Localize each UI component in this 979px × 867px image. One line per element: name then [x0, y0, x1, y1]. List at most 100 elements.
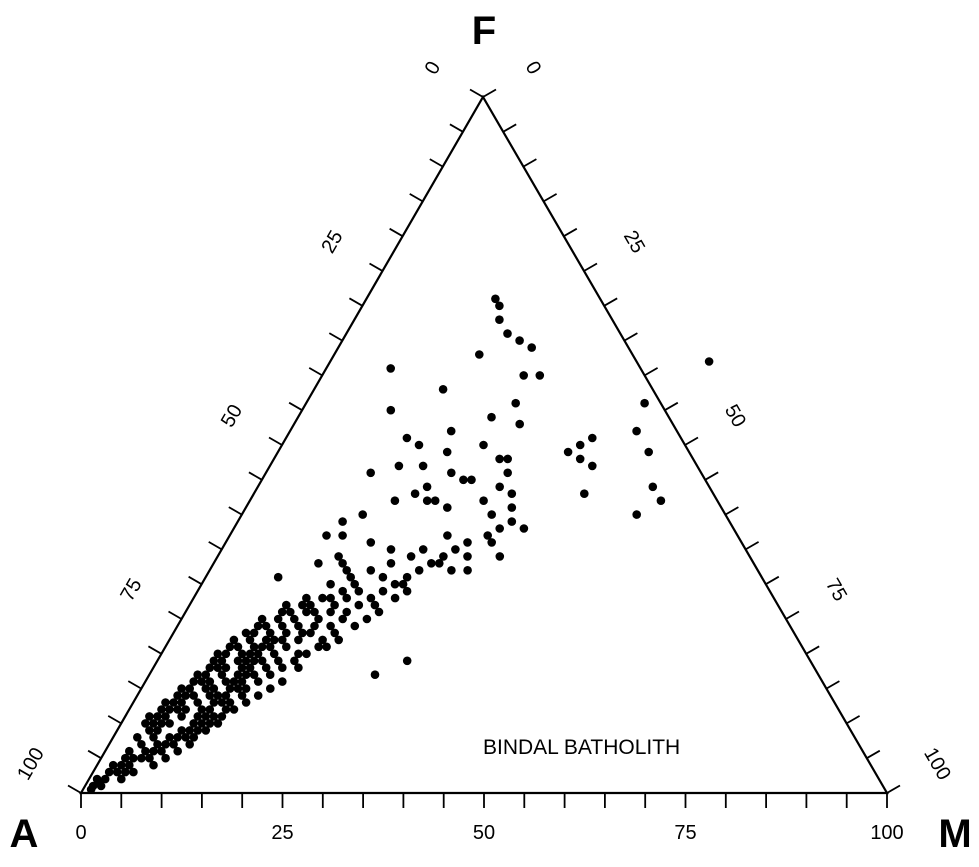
data-point: [173, 733, 182, 742]
data-point: [463, 538, 472, 547]
data-point: [507, 503, 517, 512]
data-point: [290, 614, 299, 624]
data-point: [322, 642, 331, 652]
data-point: [314, 559, 323, 568]
data-point: [318, 635, 327, 645]
data-point: [451, 545, 460, 554]
data-point: [422, 496, 432, 506]
data-point: [181, 733, 190, 742]
data-point: [495, 524, 505, 533]
data-point: [217, 670, 227, 679]
data-point: [108, 760, 118, 770]
data-point: [632, 426, 641, 436]
bottom-axis-tick-label: 50: [473, 822, 495, 844]
data-point: [221, 691, 231, 700]
data-point: [314, 614, 323, 624]
right-axis-tick: [704, 471, 719, 481]
data-point: [435, 559, 444, 568]
data-point: [237, 649, 247, 659]
data-point: [137, 753, 146, 763]
data-point: [169, 698, 178, 707]
data-point: [495, 301, 504, 311]
left-axis-tick: [107, 715, 122, 725]
left-axis-tick: [228, 506, 243, 516]
data-point: [278, 635, 287, 645]
left-axis-tick: [449, 123, 464, 133]
data-point: [580, 489, 589, 499]
data-point: [193, 712, 203, 721]
data-point: [410, 489, 420, 499]
data-point: [374, 607, 384, 617]
data-point: [511, 398, 520, 408]
data-point: [402, 586, 412, 596]
data-point: [487, 538, 497, 547]
right-axis-tick: [745, 541, 760, 551]
data-point: [117, 760, 126, 770]
data-point: [104, 767, 114, 777]
data-point: [173, 746, 182, 756]
data-point: [302, 593, 311, 603]
data-point: [237, 663, 247, 672]
data-point: [225, 698, 235, 707]
data-point: [443, 503, 452, 512]
data-point: [274, 656, 283, 666]
data-point: [149, 719, 158, 728]
left-axis-tick: [429, 158, 444, 168]
data-point: [704, 357, 714, 366]
data-point: [157, 746, 166, 756]
data-point: [145, 726, 154, 735]
data-point: [197, 677, 206, 686]
data-point: [386, 559, 396, 568]
data-point: [141, 719, 150, 728]
data-point: [515, 419, 524, 429]
data-point: [145, 712, 154, 721]
data-point: [185, 740, 194, 749]
data-point: [438, 385, 448, 394]
data-point: [378, 572, 388, 582]
data-point: [185, 684, 194, 693]
right-axis-tick: [482, 88, 497, 98]
data-point: [117, 774, 126, 784]
data-point: [459, 475, 468, 485]
data-point: [402, 433, 412, 443]
data-point: [149, 733, 158, 742]
data-point: [193, 670, 202, 679]
data-point: [338, 559, 347, 568]
data-point: [535, 371, 545, 380]
data-point: [358, 510, 368, 519]
data-point: [149, 760, 158, 770]
right-axis-tick: [543, 193, 558, 203]
data-point: [306, 628, 315, 638]
data-point: [153, 726, 162, 735]
data-point: [414, 440, 424, 450]
data-point: [656, 496, 666, 506]
data-point: [418, 461, 428, 471]
data-point: [261, 663, 271, 672]
data-point: [237, 677, 247, 686]
left-axis-tick: [308, 367, 323, 377]
chart-annotation-bindal-batholith: BINDAL BATHOLITH: [483, 736, 680, 759]
data-point: [406, 552, 416, 561]
data-point: [193, 698, 202, 707]
data-point: [342, 607, 352, 617]
data-point: [161, 740, 170, 749]
data-point: [201, 726, 211, 735]
data-point: [125, 760, 134, 770]
right-axis-tick-label: 25: [619, 227, 649, 257]
data-point: [201, 684, 211, 693]
data-point: [338, 531, 347, 540]
data-point: [273, 614, 283, 624]
right-axis-tick: [846, 715, 861, 725]
data-point: [350, 621, 360, 631]
data-point: [463, 552, 472, 561]
data-point: [209, 684, 219, 693]
data-point: [265, 642, 275, 652]
data-point: [487, 412, 496, 422]
data-point: [209, 698, 219, 707]
data-point: [318, 593, 327, 603]
data-point: [334, 552, 343, 561]
left-axis-tick-label: 25: [317, 227, 347, 257]
right-axis-tick-label: 0: [521, 58, 546, 79]
data-point: [338, 586, 348, 596]
data-point: [245, 635, 255, 645]
